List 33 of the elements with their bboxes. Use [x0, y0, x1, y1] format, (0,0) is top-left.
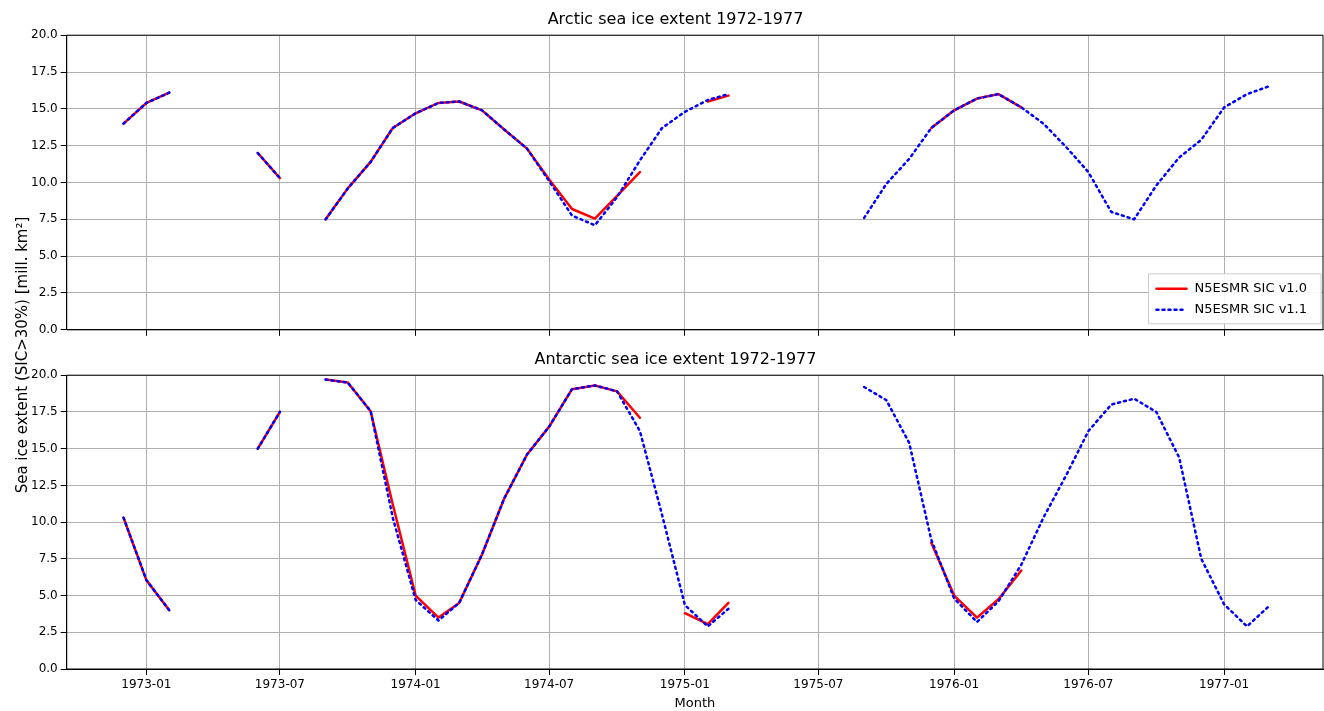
y-tick-label: 12.5 [31, 137, 58, 152]
y-tick-label: 15.0 [31, 100, 58, 115]
y-tick-label: 10.0 [31, 174, 58, 189]
y-tick-label: 17.5 [31, 64, 58, 79]
x-tick-label: 1974-07 [524, 677, 575, 692]
legend-label: N5ESMR SIC v1.1 [1194, 301, 1308, 317]
legend-label: N5ESMR SIC v1.0 [1194, 280, 1308, 296]
x-tick-label: 1976-07 [1063, 677, 1114, 692]
y-tick-label: 2.5 [38, 624, 58, 639]
x-tick-label: 1974-01 [390, 677, 441, 692]
y-tick-label: 0.0 [38, 321, 58, 336]
x-tick-label: 1973-01 [121, 677, 172, 692]
y-tick-label: 12.5 [31, 477, 58, 492]
y-tick-label: 2.5 [38, 285, 58, 300]
y-tick-label: 7.5 [38, 211, 58, 226]
y-tick-label: 20.0 [31, 367, 58, 382]
x-tick-label: 1976-01 [929, 677, 980, 692]
y-tick-label: 10.0 [31, 514, 58, 529]
x-tick-label: 1975-07 [793, 677, 844, 692]
x-axis-title: Month [674, 694, 716, 710]
y-tick-label: 15.0 [31, 440, 58, 455]
x-tick-label: 1973-07 [254, 677, 305, 692]
y-tick-label: 5.0 [38, 587, 58, 602]
y-axis-title: Sea ice extent (SIC>30%) [mill. km²] [13, 216, 31, 494]
y-tick-label: 20.0 [31, 27, 58, 42]
x-tick-label: 1977-01 [1199, 677, 1250, 692]
chart-title: Arctic sea ice extent 1972-1977 [547, 8, 804, 28]
chart-title: Antarctic sea ice extent 1972-1977 [534, 348, 817, 368]
y-tick-label: 5.0 [38, 248, 58, 263]
y-tick-label: 0.0 [38, 661, 58, 676]
y-tick-label: 17.5 [31, 404, 58, 419]
x-tick-label: 1975-01 [659, 677, 710, 692]
y-tick-label: 7.5 [38, 550, 58, 565]
